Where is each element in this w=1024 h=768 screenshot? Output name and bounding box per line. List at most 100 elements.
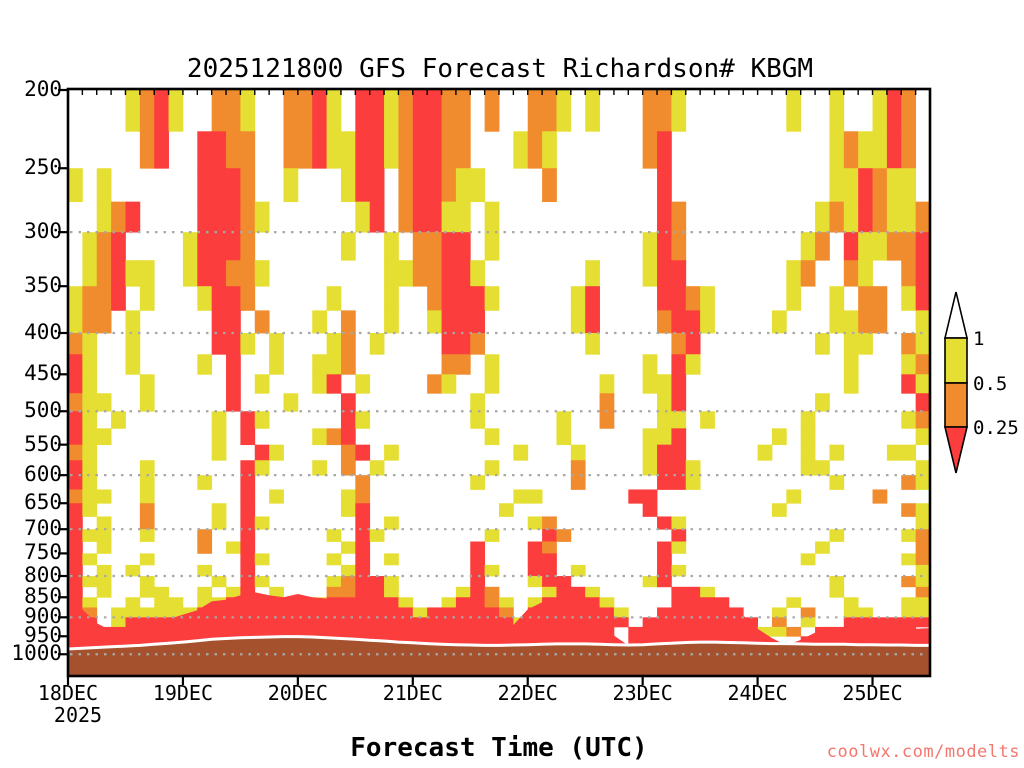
chart-cell <box>197 168 213 203</box>
chart-cell <box>427 131 442 169</box>
chart-cell <box>542 131 557 169</box>
chart-cell <box>800 260 816 287</box>
chart-cell <box>901 374 917 394</box>
chart-cell <box>211 286 227 311</box>
chart-cell <box>786 260 802 287</box>
chart-cell <box>671 516 687 530</box>
chart-cell <box>915 576 931 588</box>
x-axis-tick-label: 25DEC <box>842 681 903 705</box>
chart-cell <box>355 529 371 542</box>
chart-cell <box>829 286 845 311</box>
chart-cell <box>211 576 227 588</box>
chart-cell <box>858 617 873 628</box>
chart-cell <box>427 286 442 311</box>
chart-cell <box>915 617 931 628</box>
chart-cell <box>470 411 486 429</box>
chart-cell <box>326 374 342 394</box>
watermark-link[interactable]: coolwx.com/modelts <box>826 742 1020 762</box>
chart-cell <box>858 168 873 203</box>
chart-cell <box>384 131 399 169</box>
chart-cell <box>470 333 486 355</box>
chart-cell <box>412 201 428 233</box>
chart-cell <box>470 541 486 554</box>
chart-cell <box>901 201 917 233</box>
chart-cell <box>441 131 457 169</box>
chart-cell <box>240 586 256 598</box>
chart-cell <box>470 586 486 598</box>
chart-cell <box>455 131 471 169</box>
chart-cell <box>139 90 155 132</box>
chart-cell <box>771 428 787 446</box>
chart-cell <box>484 374 500 394</box>
chart-cell <box>829 201 845 233</box>
chart-cell <box>111 411 126 429</box>
chart-cell <box>901 576 917 588</box>
chart-cell <box>470 626 486 637</box>
chart-cell <box>68 541 83 554</box>
chart-cell <box>340 586 356 598</box>
chart-cell <box>398 90 414 132</box>
chart-cell <box>125 617 141 628</box>
chart-cell <box>915 529 931 542</box>
chart-cell <box>427 90 442 132</box>
chart-cell <box>599 597 615 608</box>
chart-cell <box>355 503 371 517</box>
chart-cell <box>240 489 256 504</box>
chart-cell <box>671 260 687 287</box>
chart-cell <box>139 260 155 287</box>
y-axis-tick-label: 200 <box>24 77 62 101</box>
chart-cell <box>901 444 917 461</box>
chart-cell <box>355 374 371 394</box>
chart-cell <box>82 460 98 476</box>
chart-cell <box>915 428 931 446</box>
chart-cell <box>685 597 701 608</box>
chart-cell <box>82 411 98 429</box>
chart-cell <box>326 354 342 375</box>
chart-cell <box>68 411 83 429</box>
chart-cell <box>829 529 845 542</box>
chart-cell <box>398 597 414 608</box>
chart-cell <box>427 232 442 261</box>
chart-cell <box>470 553 486 566</box>
chart-cell <box>326 333 342 355</box>
chart-cell <box>269 586 284 598</box>
legend-arrow-below <box>943 426 969 474</box>
chart-cell <box>829 475 845 490</box>
terrain-fill <box>68 636 930 676</box>
chart-cell <box>168 607 184 618</box>
chart-cell <box>197 597 213 608</box>
chart-cell <box>226 232 241 261</box>
chart-cell <box>829 576 845 588</box>
chart-cell <box>326 529 342 542</box>
chart-cell <box>484 529 500 542</box>
chart-cell <box>901 411 917 429</box>
chart-cell <box>355 411 371 429</box>
chart-cell <box>915 374 931 394</box>
chart-cell <box>815 232 830 261</box>
chart-cell <box>843 201 859 233</box>
chart-cell <box>642 503 658 517</box>
chart-cell <box>886 131 902 169</box>
chart-cell <box>312 131 327 169</box>
chart-cell <box>556 529 572 542</box>
chart-cell <box>570 444 586 461</box>
chart-cell <box>226 393 241 412</box>
chart-cell <box>843 232 859 261</box>
chart-cell <box>527 553 543 566</box>
chart-cell <box>240 232 256 261</box>
y-axis-tick-label: 950 <box>24 623 62 648</box>
chart-cell <box>901 553 917 566</box>
chart-cell <box>843 597 859 608</box>
y-axis-tick-label: 250 <box>24 155 62 180</box>
chart-cell <box>226 260 241 287</box>
chart-cell <box>671 310 687 334</box>
chart-cell <box>427 310 442 334</box>
chart-cell <box>340 564 356 577</box>
chart-cell <box>240 475 256 490</box>
chart-cell <box>671 374 687 394</box>
chart-cell <box>470 617 486 628</box>
chart-cell <box>427 168 442 203</box>
chart-cell <box>901 260 917 287</box>
chart-cell <box>800 617 816 628</box>
y-axis-tick-label: 900 <box>24 604 62 629</box>
